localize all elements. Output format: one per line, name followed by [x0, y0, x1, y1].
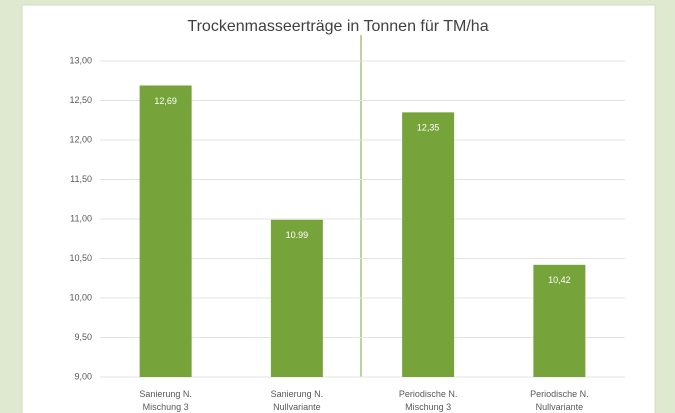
x-tick-label: Periodische N. Mischung 3 — [399, 389, 458, 412]
x-tick-label: Sanierung N. Nullvariante — [271, 389, 324, 412]
x-tick-label: Periodische N. Nullvariante — [530, 389, 589, 412]
chart-title: Trockenmasseerträge in Tonnen für TM/ha — [187, 18, 488, 35]
y-tick-label: 11,00 — [70, 213, 92, 223]
value-label: 10.99 — [286, 230, 309, 240]
x-tick-label: Sanierung N. Mischung 3 — [139, 389, 192, 412]
value-label: 12,35 — [417, 123, 440, 133]
y-tick-label: 12,00 — [69, 134, 92, 144]
bar — [270, 219, 323, 377]
y-tick-label: 11,50 — [70, 174, 92, 184]
y-tick-label: 9,50 — [74, 332, 92, 342]
bar — [533, 264, 586, 377]
value-label: 10,42 — [548, 275, 571, 285]
value-label: 12,69 — [154, 96, 177, 106]
y-tick-label: 9,00 — [74, 371, 92, 381]
y-tick-label: 12,50 — [69, 95, 92, 105]
bar — [139, 85, 192, 378]
y-tick-label: 13,00 — [69, 55, 92, 65]
bar — [402, 112, 455, 377]
y-tick-label: 10,00 — [69, 292, 92, 302]
y-tick-label: 10,50 — [69, 253, 92, 263]
